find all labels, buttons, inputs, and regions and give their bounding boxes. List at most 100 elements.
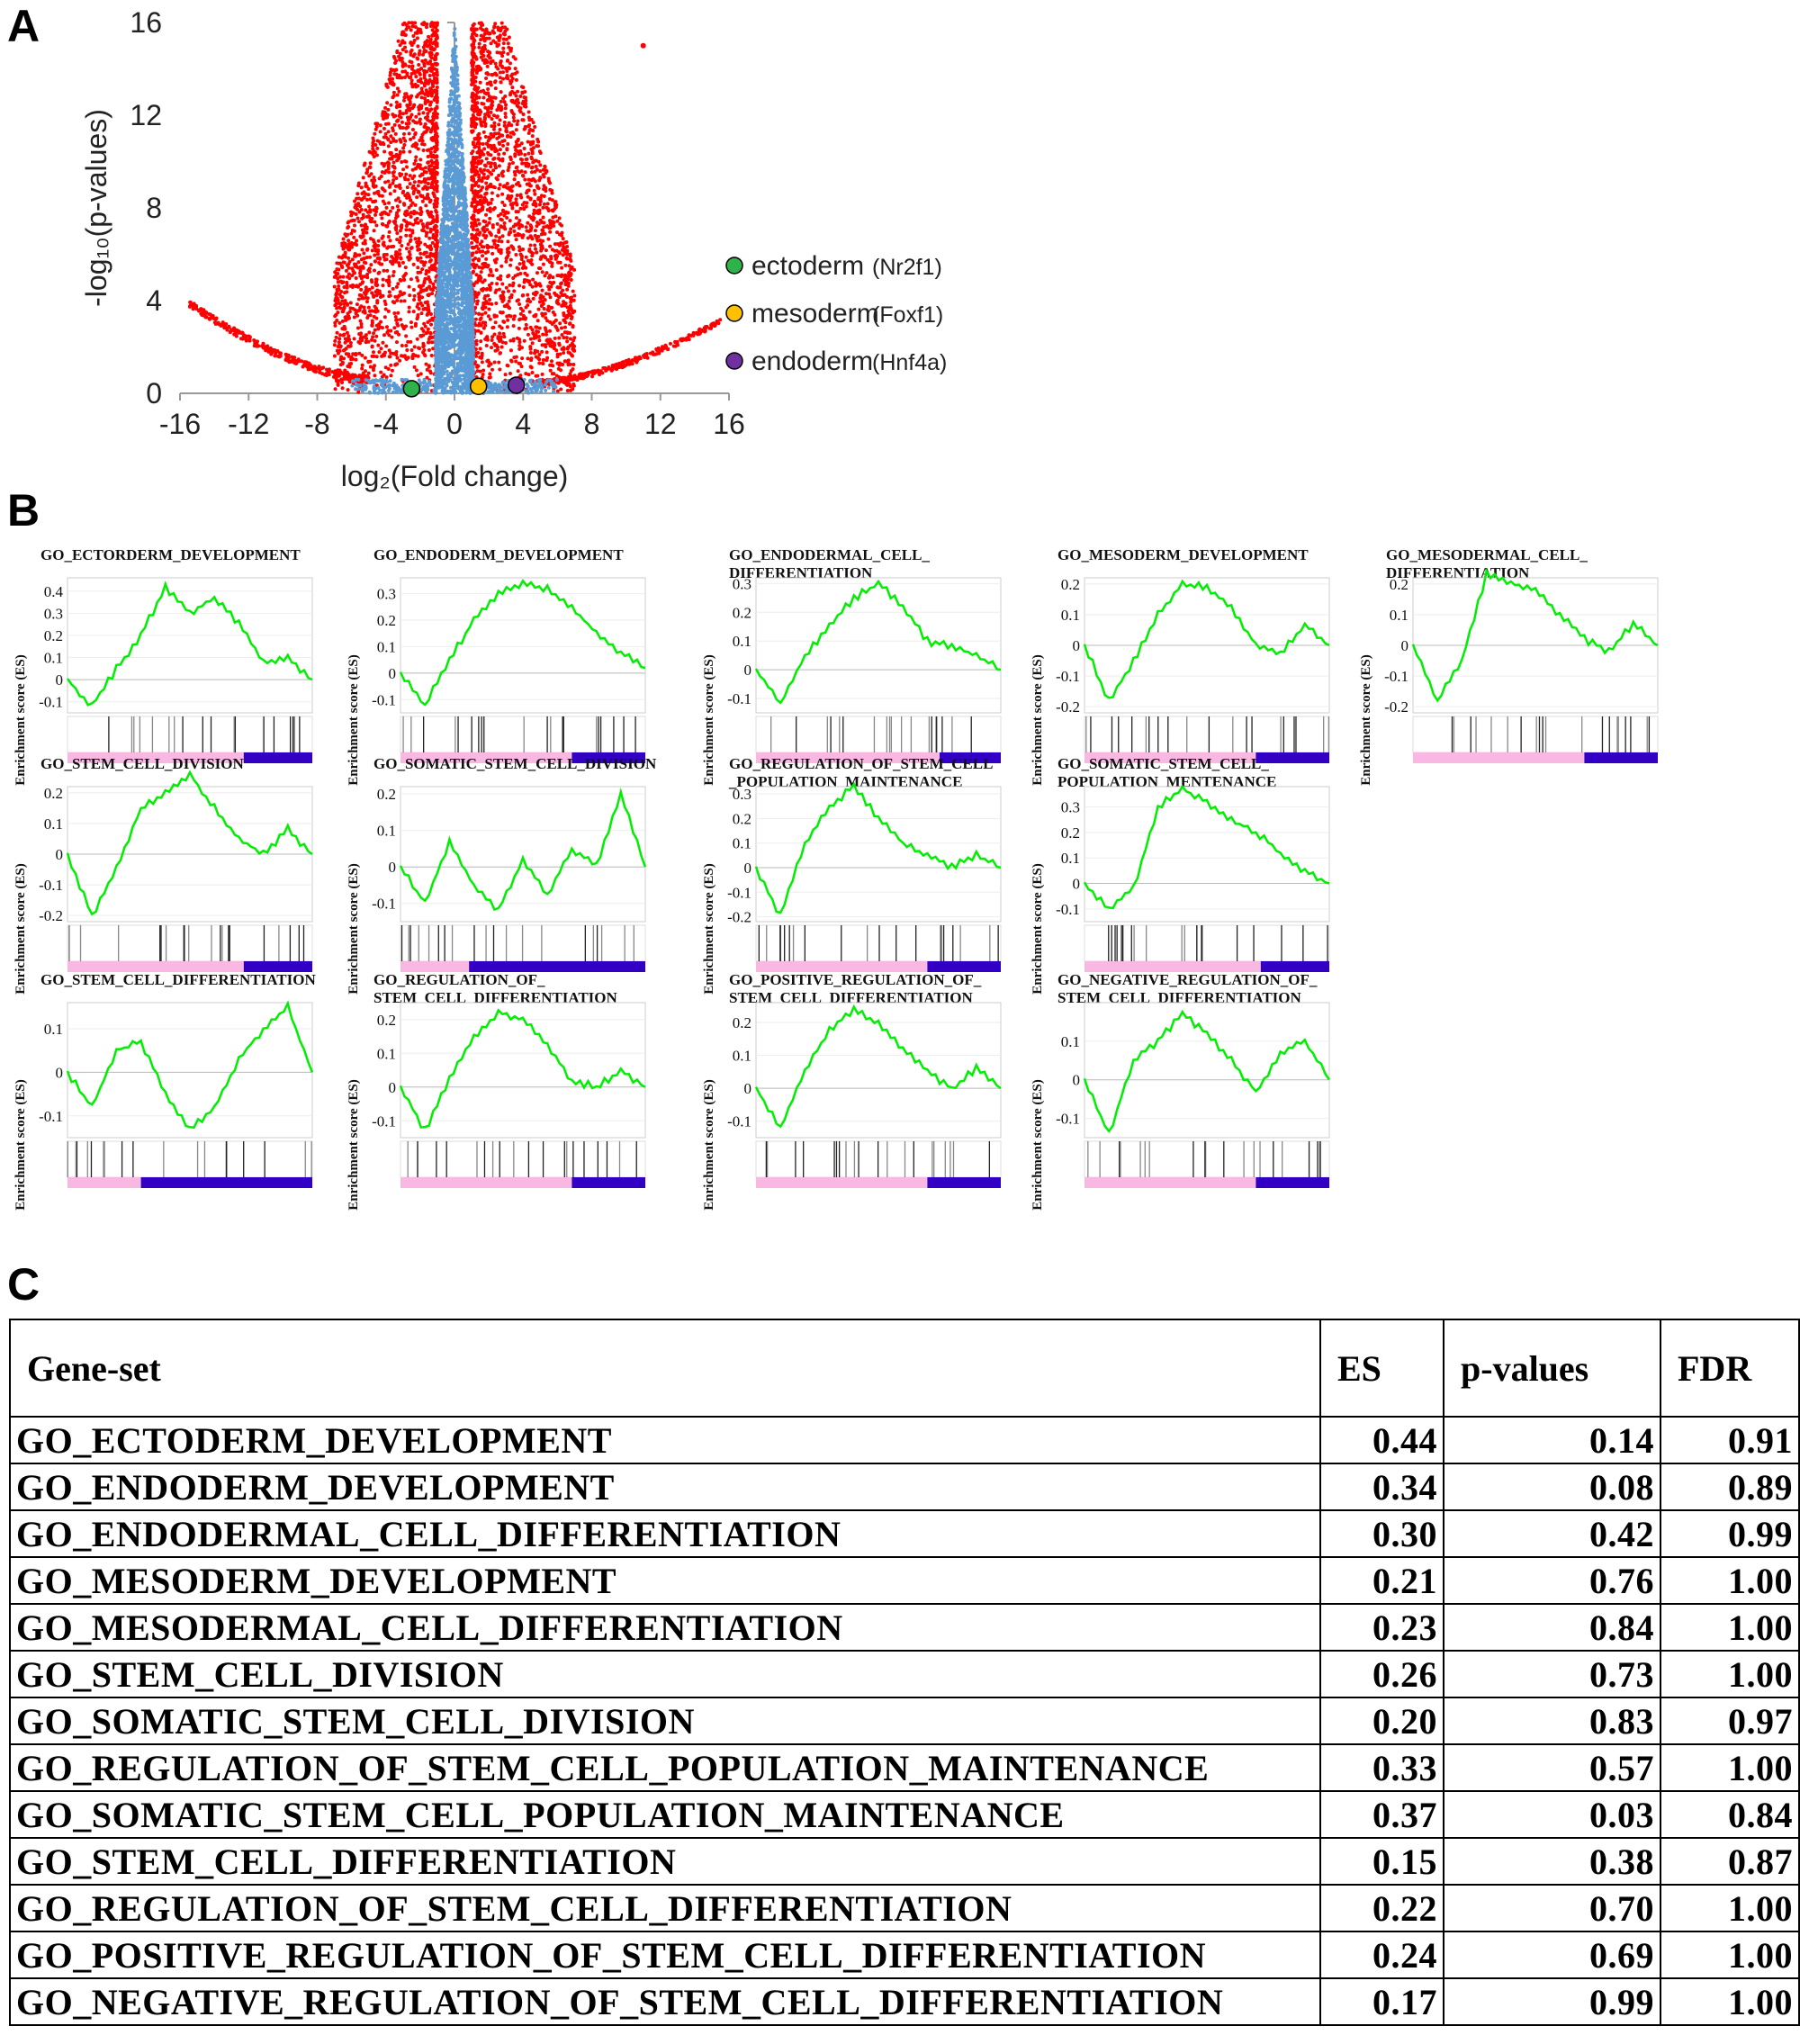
significant-point — [421, 345, 426, 349]
significant-point — [481, 142, 485, 147]
significant-point — [533, 192, 537, 196]
significant-point — [524, 322, 528, 327]
significant-point — [430, 41, 435, 45]
significant-point — [386, 179, 391, 184]
significant-point — [554, 293, 559, 297]
significant-point — [416, 278, 420, 283]
significant-point — [501, 46, 506, 50]
significant-point — [476, 323, 481, 328]
panel-label-c: C — [7, 1259, 40, 1310]
significant-point — [355, 284, 359, 288]
significant-point — [514, 359, 518, 364]
significant-point — [342, 284, 346, 289]
significant-point — [353, 205, 357, 210]
significant-point — [411, 287, 416, 292]
significant-point — [425, 128, 429, 132]
significant-point — [427, 307, 431, 311]
significant-point — [425, 22, 429, 26]
significant-point — [380, 216, 384, 221]
significant-point — [545, 319, 550, 323]
significant-point — [535, 224, 539, 229]
significant-point — [493, 320, 498, 325]
significant-point — [384, 257, 389, 262]
significant-point — [433, 149, 437, 154]
significant-point — [526, 293, 530, 297]
significant-point — [317, 365, 321, 369]
significant-point — [549, 223, 554, 228]
significant-point — [548, 368, 553, 373]
significant-point — [473, 94, 478, 98]
significant-point — [365, 197, 370, 202]
significant-point — [407, 64, 411, 68]
significant-point — [343, 232, 347, 237]
significant-point — [519, 257, 524, 261]
significant-point — [508, 371, 512, 375]
significant-point — [495, 108, 500, 113]
significant-point — [542, 307, 546, 311]
significant-point — [239, 331, 244, 336]
significant-point — [483, 311, 488, 315]
significant-point — [644, 354, 649, 358]
significant-point — [373, 246, 377, 250]
significant-point — [486, 185, 490, 189]
significant-point — [705, 324, 709, 329]
significant-point — [423, 260, 428, 265]
significant-point — [547, 292, 552, 296]
significant-point — [346, 221, 350, 225]
significant-point — [395, 211, 400, 215]
significant-point — [503, 112, 508, 116]
significant-point — [502, 185, 507, 189]
significant-point — [568, 337, 572, 341]
significant-point — [361, 280, 365, 284]
significant-point — [419, 106, 424, 111]
significant-point — [396, 208, 400, 212]
significant-point — [518, 95, 523, 99]
significant-point — [435, 105, 439, 110]
significant-point — [550, 191, 554, 195]
significant-point — [482, 61, 487, 66]
significant-point — [374, 290, 378, 294]
significant-point — [494, 268, 499, 273]
significant-point — [361, 215, 365, 220]
significant-point — [341, 333, 346, 338]
significant-point — [485, 98, 490, 103]
significant-point — [361, 176, 365, 180]
significant-point — [407, 21, 411, 25]
significant-point — [569, 300, 573, 304]
significant-point — [225, 328, 230, 332]
significant-point — [346, 239, 351, 243]
significant-point — [340, 319, 345, 323]
significant-point — [425, 90, 429, 95]
significant-point — [431, 124, 436, 129]
significant-point — [483, 134, 488, 139]
significant-point — [431, 73, 436, 77]
significant-point — [538, 218, 543, 222]
significant-point — [562, 302, 567, 306]
significant-point — [396, 282, 400, 286]
significant-point — [562, 347, 566, 351]
x-tick-label: 12 — [644, 408, 677, 440]
significant-point — [356, 260, 361, 265]
significant-point — [401, 202, 406, 206]
significant-point — [475, 90, 480, 95]
significant-point — [373, 220, 377, 224]
significant-point — [359, 325, 364, 329]
significant-point — [482, 54, 486, 59]
significant-point — [422, 142, 427, 147]
significant-point — [422, 288, 427, 293]
significant-point — [333, 369, 338, 374]
significant-point — [485, 228, 490, 232]
significant-point — [400, 260, 405, 265]
significant-point — [477, 200, 482, 204]
significant-point — [484, 71, 489, 76]
significant-point — [410, 144, 415, 149]
significant-point — [400, 39, 405, 43]
significant-point — [535, 271, 539, 275]
significant-point — [497, 152, 501, 157]
significant-point — [400, 63, 405, 68]
significant-point — [413, 187, 418, 192]
significant-point — [398, 109, 402, 113]
significant-point — [434, 230, 438, 235]
significant-point — [474, 70, 479, 75]
significant-point — [365, 247, 370, 251]
